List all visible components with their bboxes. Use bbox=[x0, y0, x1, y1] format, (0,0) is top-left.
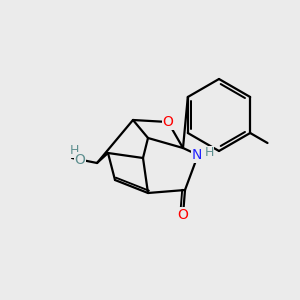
Text: N: N bbox=[192, 148, 202, 162]
Text: O: O bbox=[178, 208, 188, 222]
Text: H: H bbox=[204, 146, 214, 160]
Text: H: H bbox=[69, 145, 79, 158]
Text: O: O bbox=[163, 115, 173, 129]
Text: O: O bbox=[75, 153, 86, 167]
